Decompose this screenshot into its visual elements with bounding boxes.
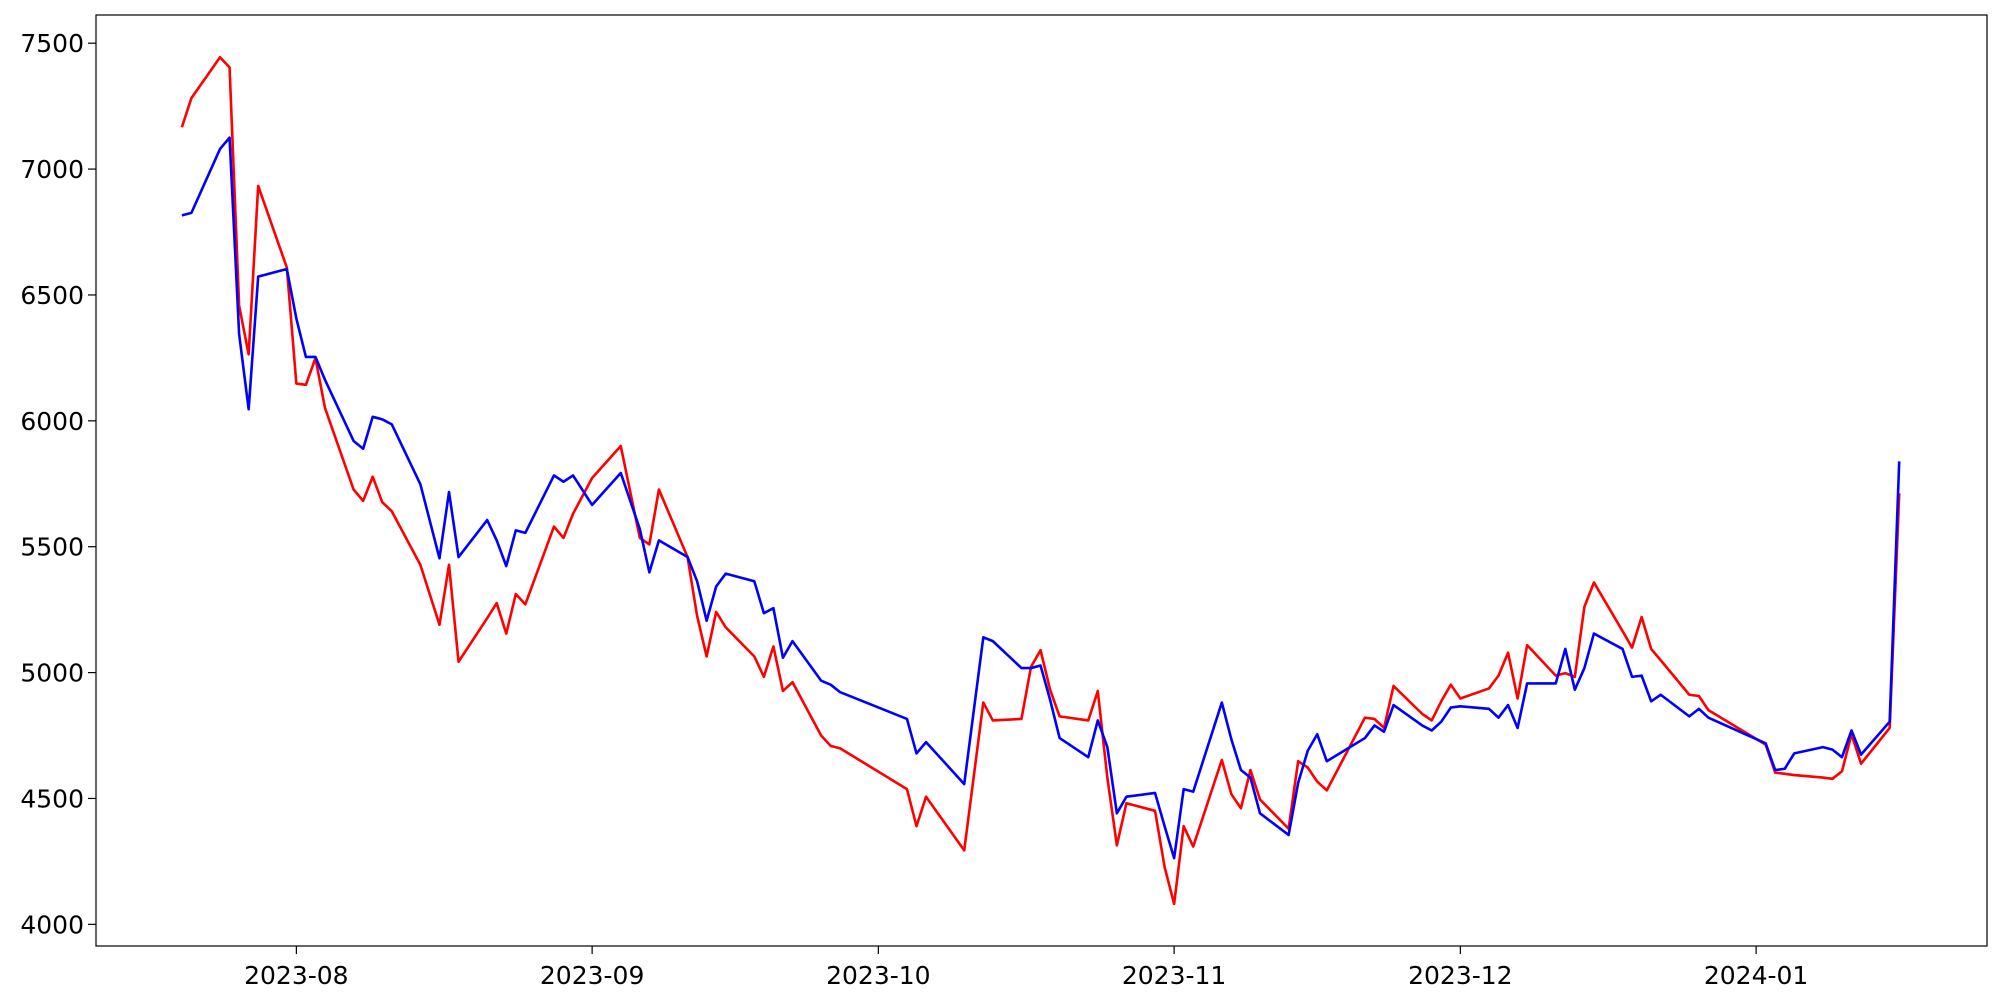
x-tick-label: 2023-11 bbox=[1122, 961, 1226, 990]
y-tick-label: 7000 bbox=[20, 155, 84, 184]
y-tick-label: 7500 bbox=[20, 29, 84, 58]
x-tick-label: 2024-01 bbox=[1704, 961, 1808, 990]
x-tick-label: 2023-10 bbox=[826, 961, 930, 990]
x-tick-label: 2023-08 bbox=[244, 961, 348, 990]
x-tick-label: 2023-09 bbox=[540, 961, 644, 990]
plot-frame bbox=[95, 14, 1988, 947]
y-tick-label: 6000 bbox=[20, 407, 84, 436]
x-tick-label: 2023-12 bbox=[1408, 961, 1512, 990]
y-tick-label: 4500 bbox=[20, 784, 84, 813]
y-tick-label: 6500 bbox=[20, 281, 84, 310]
series-line bbox=[181, 136, 1901, 860]
y-tick-label: 4000 bbox=[20, 910, 84, 939]
series-line bbox=[180, 56, 1901, 906]
y-tick-label: 5500 bbox=[20, 533, 84, 562]
y-tick-label: 5000 bbox=[20, 659, 84, 688]
